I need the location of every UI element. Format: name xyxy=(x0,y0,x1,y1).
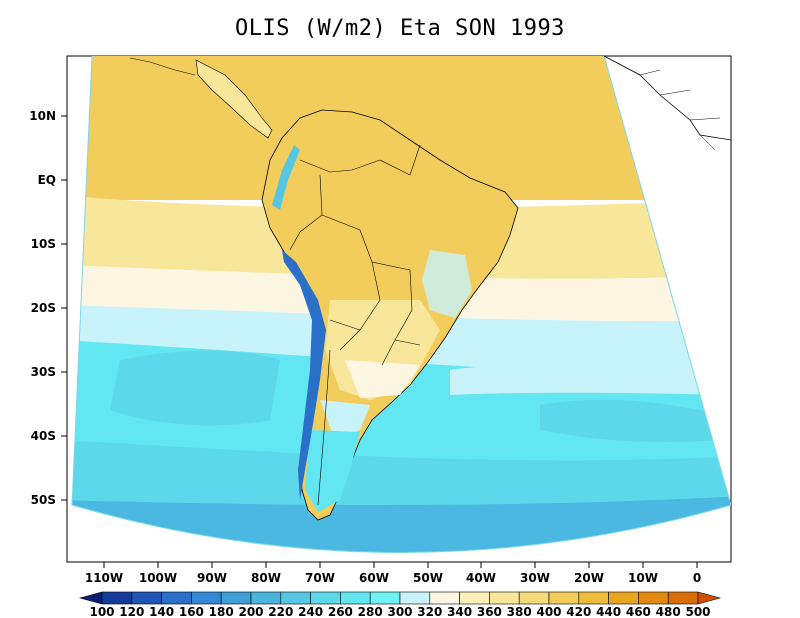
africa-coastline xyxy=(603,56,731,141)
colorbar-label: 440 xyxy=(596,605,621,618)
colorbar-label: 380 xyxy=(507,605,532,618)
lon-label-90w: 90W xyxy=(197,571,227,585)
colorbar-swatch xyxy=(429,591,460,605)
colorbar-label: 140 xyxy=(149,605,174,618)
colorbar-swatch xyxy=(161,591,192,605)
lat-label-10n: 10N xyxy=(29,109,56,123)
colorbar-swatch xyxy=(667,591,699,605)
south-america-continent xyxy=(261,109,519,521)
land-pale-patagonia xyxy=(320,400,370,440)
land-pale-brazil-se xyxy=(422,250,472,318)
colorbar-swatch xyxy=(280,591,311,605)
colorbar-swatch xyxy=(250,591,282,605)
colorbar-label: 300 xyxy=(387,605,412,618)
ocean-pale-patch xyxy=(450,364,720,395)
lon-label-30w: 30W xyxy=(520,571,550,585)
domain-outline xyxy=(71,56,731,553)
colorbar-label: 340 xyxy=(447,605,472,618)
colorbar-arrow-low xyxy=(78,591,103,605)
colorbar-label: 180 xyxy=(209,605,234,618)
colorbar-swatch xyxy=(310,591,341,605)
lon-label-100w: 100W xyxy=(139,571,177,585)
land-cyan-patagonia xyxy=(305,430,360,512)
lat-label-20s: 20S xyxy=(31,301,56,315)
colorbar-label: 480 xyxy=(656,605,681,618)
lon-label-40w: 40W xyxy=(466,571,496,585)
band-blue-pole xyxy=(72,495,731,553)
lon-label-0: 0 xyxy=(693,571,701,585)
ocean-patch-2 xyxy=(540,399,720,442)
colorbar-swatch xyxy=(101,591,133,605)
lon-label-10w: 10W xyxy=(628,571,658,585)
colorbar-swatch xyxy=(578,591,609,605)
colorbar-label: 320 xyxy=(417,605,442,618)
colorbar-label: 460 xyxy=(626,605,651,618)
lon-label-20w: 20W xyxy=(574,571,604,585)
country-borders xyxy=(289,144,421,506)
colorbar-label: 500 xyxy=(685,605,710,618)
colorbar-swatch xyxy=(638,591,669,605)
colorbar-label: 200 xyxy=(238,605,263,618)
lat-label-50s: 50S xyxy=(31,493,56,507)
colorbar-label: 360 xyxy=(477,605,502,618)
land-blue-andes xyxy=(282,250,326,500)
lon-label-80w: 80W xyxy=(251,571,281,585)
colorbar-swatch xyxy=(220,591,252,605)
africa-borders xyxy=(639,69,721,151)
colorbar-label: 260 xyxy=(328,605,353,618)
colorbar-arrow-high xyxy=(697,591,722,605)
colorbar-swatch xyxy=(489,591,520,605)
lon-label-50w: 50W xyxy=(413,571,443,585)
lon-label-60w: 60W xyxy=(359,571,389,585)
lon-label-110w: 110W xyxy=(85,571,123,585)
lat-label-40s: 40S xyxy=(31,429,56,443)
colorbar-swatch xyxy=(131,591,162,605)
colorbar-label: 420 xyxy=(566,605,591,618)
colorbar-swatch xyxy=(459,591,490,605)
lat-label-10s: 10S xyxy=(31,237,56,251)
colorbar: 100 120 140 160 180 200 220 240 260 280 300 320 340 3… xyxy=(78,591,722,618)
lat-label-30s: 30S xyxy=(31,365,56,379)
land-blue-andes-north xyxy=(272,145,300,210)
lat-label-eq: EQ xyxy=(38,173,56,187)
colorbar-swatch xyxy=(191,591,222,605)
map-title: OLIS (W/m2) Eta SON 1993 xyxy=(235,16,565,41)
colorbar-swatch xyxy=(369,591,401,605)
ocean-patch xyxy=(110,350,280,426)
central-america xyxy=(195,59,273,139)
colorbar-label: 100 xyxy=(89,605,114,618)
longitude-axis: 110W 100W 90W 80W 70W 60W 50W 40W 30W 20… xyxy=(85,562,701,585)
colorbar-label: 240 xyxy=(298,605,323,618)
colorbar-label: 280 xyxy=(358,605,383,618)
land-cream-pampas xyxy=(345,360,420,398)
colorbar-swatch xyxy=(548,591,580,605)
colorbar-swatch xyxy=(340,591,371,605)
colorbar-label: 220 xyxy=(268,605,293,618)
colorbar-label: 160 xyxy=(179,605,204,618)
colorbar-label: 120 xyxy=(119,605,144,618)
caribbean-outline xyxy=(129,57,196,76)
colorbar-swatch xyxy=(399,591,431,605)
colorbar-swatch xyxy=(518,591,550,605)
lon-label-70w: 70W xyxy=(305,571,335,585)
latitude-axis: 10N EQ 10S 20S 30S 40S 50S xyxy=(29,109,67,507)
colorbar-label: 400 xyxy=(536,605,561,618)
colorbar-swatch xyxy=(608,591,639,605)
